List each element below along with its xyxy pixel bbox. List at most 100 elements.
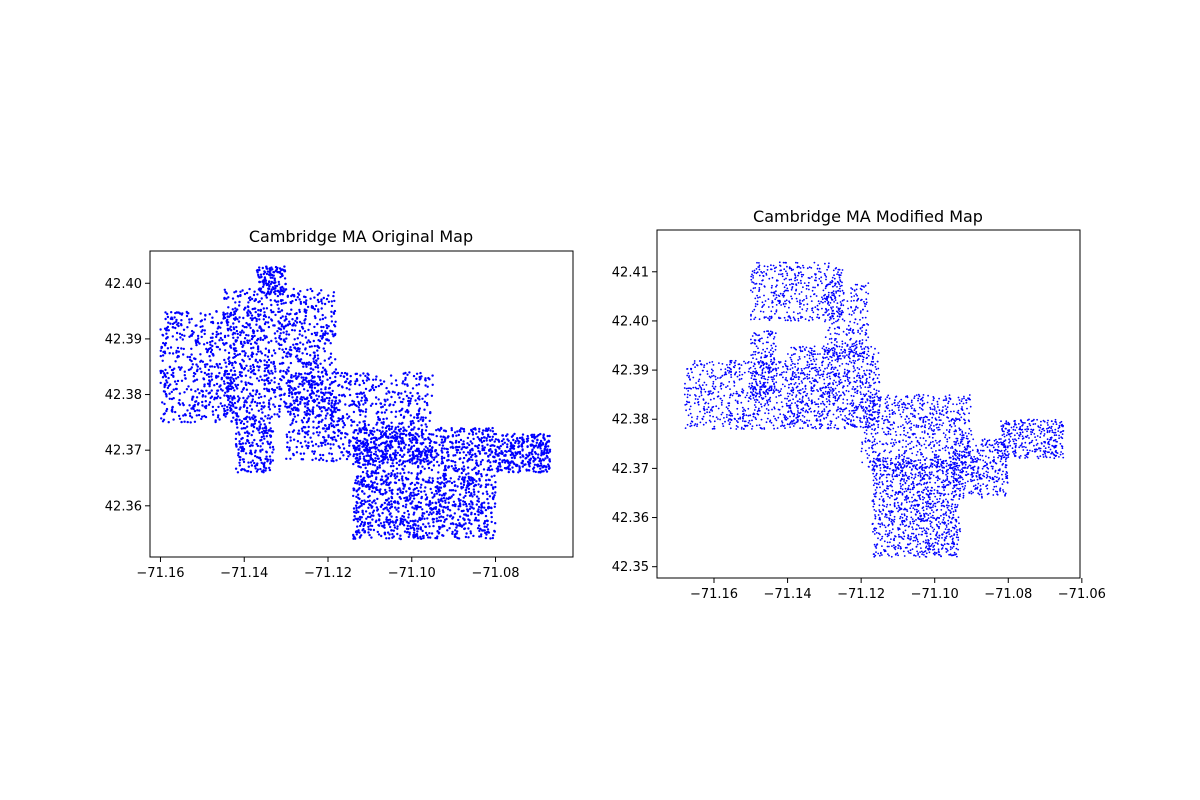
original-map-point <box>395 508 398 511</box>
original-map-point <box>501 443 504 446</box>
original-map-point <box>216 327 219 330</box>
original-map-point <box>224 370 227 373</box>
original-map-point <box>494 522 497 525</box>
original-map-point <box>239 446 242 449</box>
original-map-point <box>176 346 180 350</box>
original-map-point <box>364 410 367 414</box>
original-map-point <box>436 477 439 480</box>
original-map-point <box>299 300 302 304</box>
original-map-point <box>463 527 467 530</box>
original-map-point <box>460 467 464 470</box>
original-map-point <box>217 405 220 409</box>
modified-map-point <box>700 394 703 397</box>
original-map-point <box>299 341 302 344</box>
original-map-point <box>420 490 423 493</box>
modified-map-point <box>744 362 747 365</box>
original-map-point <box>304 405 307 408</box>
original-map-point <box>210 372 213 375</box>
original-map-point <box>305 363 308 366</box>
original-map-point <box>268 466 271 470</box>
original-map-point <box>482 529 485 532</box>
modified-map-point <box>688 401 691 404</box>
modified-map-point <box>759 380 761 383</box>
original-map-point <box>255 464 258 467</box>
original-map-point <box>242 427 245 430</box>
original-map-point <box>328 363 332 366</box>
modified-map-point <box>741 406 744 409</box>
original-map-point <box>366 470 369 473</box>
modified-map-point <box>720 387 723 390</box>
original-map-point <box>493 502 497 505</box>
original-map-point <box>222 311 225 314</box>
original-map-point <box>416 416 419 419</box>
original-map-point <box>233 401 237 405</box>
original-map-point <box>354 429 357 432</box>
original-map-point <box>443 447 446 450</box>
original-map-point <box>368 533 371 537</box>
original-map-point <box>447 455 450 458</box>
original-map-point <box>308 386 312 389</box>
original-map-point <box>420 537 423 540</box>
original-map-point <box>394 410 398 413</box>
original-map-point <box>456 524 459 527</box>
original-map-point <box>436 480 439 484</box>
original-map-point <box>475 495 479 498</box>
original-map-point <box>266 267 269 270</box>
modified-map-point <box>781 405 784 408</box>
original-map-point <box>288 446 291 449</box>
original-map-point <box>371 483 374 487</box>
original-map-point <box>494 491 497 494</box>
original-map-point <box>435 510 439 513</box>
original-map-point <box>518 436 522 440</box>
original-map-point <box>491 426 494 430</box>
original-map-point <box>459 438 463 442</box>
original-map-point <box>327 294 330 297</box>
modified-map-point <box>764 393 767 396</box>
modified-map-title: Cambridge MA Modified Map <box>753 207 983 226</box>
modified-map-point <box>729 388 731 390</box>
original-map-point <box>232 377 235 381</box>
original-map-point <box>245 321 248 325</box>
original-map-point <box>377 533 381 536</box>
modified-map-point <box>749 423 752 425</box>
modified-map-point <box>784 397 786 400</box>
original-map-point <box>423 400 426 403</box>
original-map-y-tick-label: 42.40 <box>105 277 142 292</box>
original-map-point <box>281 293 284 296</box>
original-map-point <box>179 336 182 339</box>
original-map-point <box>223 382 226 385</box>
original-map-point <box>244 381 247 384</box>
original-map-point <box>493 474 496 477</box>
original-map-point <box>166 347 170 350</box>
original-map-point <box>414 449 417 452</box>
original-map-point <box>190 347 193 350</box>
modified-map-point <box>744 420 747 423</box>
modified-map-point <box>724 368 727 370</box>
original-map-point <box>357 448 360 451</box>
original-map-point <box>200 389 204 393</box>
original-map-point <box>426 393 429 396</box>
original-map-point <box>295 445 298 449</box>
original-map-point <box>538 443 541 446</box>
original-map-point <box>312 368 315 371</box>
original-map-point <box>238 373 242 377</box>
original-map-point <box>299 382 302 386</box>
original-map-point <box>232 405 235 408</box>
original-map-point <box>374 477 378 481</box>
original-map-point <box>409 519 412 523</box>
original-map-point <box>220 376 224 380</box>
original-map-point <box>362 372 365 375</box>
original-map-point <box>511 470 515 473</box>
original-map-point <box>352 535 355 538</box>
original-map-point <box>300 398 304 401</box>
original-map-point <box>311 458 314 462</box>
modified-map-point <box>773 415 775 418</box>
original-map-point <box>525 440 529 443</box>
original-map-point <box>493 529 496 533</box>
original-map-point <box>368 512 371 515</box>
original-map-point <box>303 402 307 405</box>
original-map-point <box>540 464 543 467</box>
original-map-point <box>458 451 462 454</box>
original-map-point <box>390 473 393 476</box>
original-map-point <box>339 437 343 440</box>
